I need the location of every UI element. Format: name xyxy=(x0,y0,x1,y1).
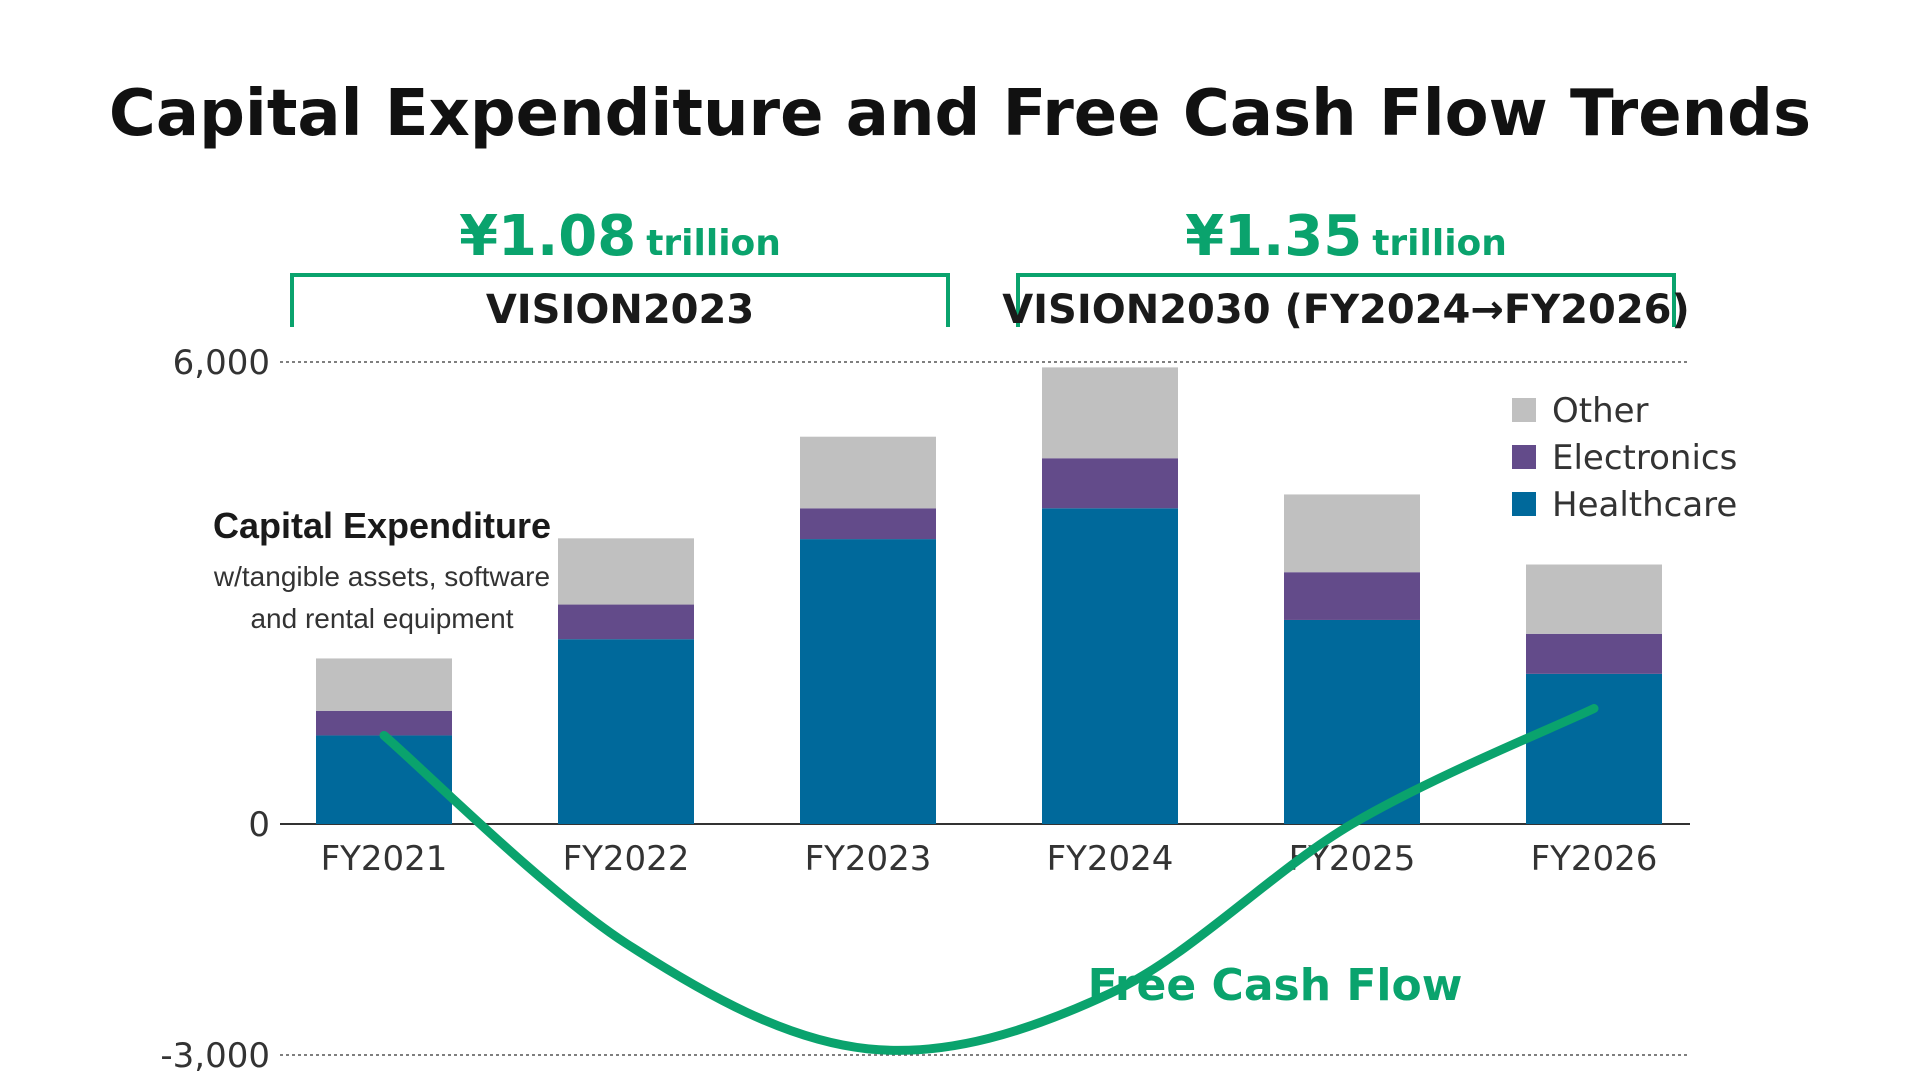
bracket-2-frame xyxy=(1016,273,1676,327)
capex-annotation-line-1: w/tangible assets, software xyxy=(213,561,550,592)
legend-label-electronics: Electronics xyxy=(1552,438,1737,478)
x-tick-label-fy2026: FY2026 xyxy=(1531,839,1658,879)
y-axis-gridlines: 6,000 0 -3,000 xyxy=(160,343,1690,1076)
bar-healthcare-fy2022 xyxy=(558,639,694,824)
chart-title: Capital Expenditure and Free Cash Flow T… xyxy=(109,77,1811,151)
bracket-1-name: VISION2023 xyxy=(486,287,754,333)
legend-swatch-electronics xyxy=(1512,445,1536,469)
capex-annotation-title: Capital Expenditure xyxy=(213,505,551,546)
legend-label-other: Other xyxy=(1552,391,1649,431)
bracket-1-frame xyxy=(290,273,950,327)
bracket-2-total: ¥1.35 trillion xyxy=(1185,204,1507,269)
y-tick-label: -3,000 xyxy=(160,1036,270,1076)
bar-electronics-fy2026 xyxy=(1526,633,1662,674)
x-axis-labels: FY2021 FY2022 FY2023 FY2024 FY2025 FY2026 xyxy=(321,839,1658,879)
bar-healthcare-fy2023 xyxy=(800,539,936,824)
bracket-2-name: VISION2030 (FY2024→FY2026) xyxy=(1002,287,1690,333)
capex-annotation: Capital Expenditure w/tangible assets, s… xyxy=(213,505,551,634)
bar-other-fy2021 xyxy=(316,658,452,711)
bar-electronics-fy2023 xyxy=(800,508,936,540)
bar-other-fy2022 xyxy=(558,538,694,605)
x-tick-label-fy2024: FY2024 xyxy=(1047,839,1174,879)
bracket-1-amount: ¥1.08 xyxy=(459,204,636,269)
bar-other-fy2024 xyxy=(1042,367,1178,459)
x-tick-label-fy2025: FY2025 xyxy=(1289,839,1416,879)
y-tick-label: 6,000 xyxy=(173,343,270,383)
bar-electronics-fy2024 xyxy=(1042,458,1178,509)
free-cash-flow-line xyxy=(379,704,1599,1055)
bar-other-fy2023 xyxy=(800,436,936,509)
bar-other-fy2026 xyxy=(1526,564,1662,634)
bar-electronics-fy2022 xyxy=(558,604,694,640)
x-tick-label-fy2022: FY2022 xyxy=(563,839,690,879)
x-tick-label-fy2023: FY2023 xyxy=(805,839,932,879)
free-cash-flow-label: Free Cash Flow xyxy=(1088,960,1463,1011)
bar-healthcare-fy2026 xyxy=(1526,673,1662,824)
legend-swatch-other xyxy=(1512,398,1536,422)
bracket-2-amount: ¥1.35 xyxy=(1185,204,1362,269)
bar-electronics-fy2025 xyxy=(1284,572,1420,620)
bracket-1-total: ¥1.08 trillion xyxy=(459,204,781,269)
capex-bars xyxy=(316,367,1662,824)
legend: Other Electronics Healthcare xyxy=(1512,391,1737,525)
legend-swatch-healthcare xyxy=(1512,492,1536,516)
bar-other-fy2025 xyxy=(1284,494,1420,573)
bracket-2-unit: trillion xyxy=(1372,223,1507,264)
y-tick-label: 0 xyxy=(248,805,270,845)
capex-annotation-line-2: and rental equipment xyxy=(250,603,513,634)
legend-label-healthcare: Healthcare xyxy=(1552,485,1737,525)
free-cash-flow-series: Free Cash Flow xyxy=(379,704,1599,1055)
x-tick-label-fy2021: FY2021 xyxy=(321,839,448,879)
bar-healthcare-fy2024 xyxy=(1042,508,1178,824)
bar-healthcare-fy2025 xyxy=(1284,619,1420,824)
bracket-1-unit: trillion xyxy=(646,223,781,264)
